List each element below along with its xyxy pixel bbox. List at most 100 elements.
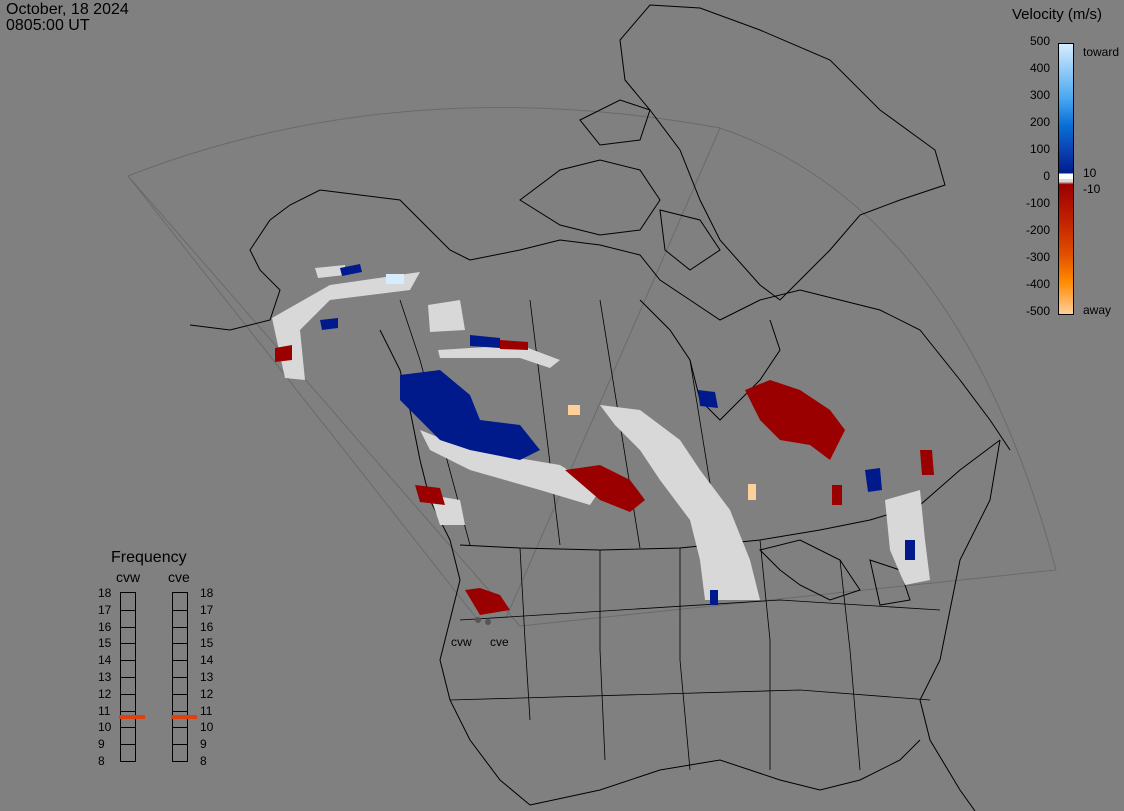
away-velocity-patch [565, 465, 645, 512]
frequency-gauge-division [173, 609, 187, 611]
frequency-scale-label: 15 [98, 636, 112, 651]
frequency-radar-label: cve [168, 569, 190, 585]
frequency-gauge-division [173, 693, 187, 695]
frequency-gauge-division [121, 693, 135, 695]
site-label-cvw: cvw [451, 635, 472, 649]
away-velocity-patch [465, 588, 510, 615]
frequency-scale-label: 17 [98, 602, 112, 617]
velocity-tick-label: 500 [1029, 34, 1050, 48]
frequency-scale-label: 12 [200, 686, 214, 701]
velocity-tick-label: 400 [1029, 61, 1050, 75]
frequency-scale-label: 13 [98, 670, 112, 684]
toward-velocity-patch [470, 335, 500, 348]
toward-velocity-patch [710, 590, 718, 605]
velocity-tick-label: 0 [1043, 169, 1050, 183]
frequency-gauge-division [173, 727, 187, 729]
frequency-gauge-division [173, 643, 187, 645]
arctic-islands [519, 99, 721, 271]
radar-site-cve [485, 619, 491, 625]
velocity-tick-label: 100 [1029, 142, 1050, 156]
frequency-scale-label: 12 [98, 686, 112, 701]
ground-scatter-band [272, 272, 420, 380]
away-velocity-patch [500, 340, 528, 350]
frequency-scale-label: 15 [200, 636, 214, 651]
ground-scatter-band [315, 265, 345, 278]
toward-velocity-patch [905, 540, 915, 560]
frequency-radar-label: cvw [116, 569, 141, 585]
toward-velocity-patch [340, 264, 362, 276]
frequency-scale-label: 13 [200, 670, 214, 684]
away-label: away [1083, 303, 1112, 317]
velocity-colorbar [1058, 43, 1074, 315]
away-velocity-patch [745, 380, 845, 460]
frequency-marker-cve [171, 715, 197, 720]
frequency-scale-label: 11 [98, 703, 111, 718]
frequency-scale-label: 10 [200, 720, 214, 735]
frequency-gauge-division [121, 744, 135, 746]
frequency-gauge-cve [171, 592, 197, 762]
frequency-gauge-division [173, 677, 187, 678]
velocity-tick-label: -500 [1025, 304, 1050, 318]
alaska-coast [189, 189, 471, 331]
frequency-gauge-division [121, 660, 135, 662]
time-label: 0805:00 UT [6, 17, 90, 34]
away-velocity-patch [568, 405, 580, 415]
great-lakes [759, 539, 911, 606]
canada-province-lines [399, 299, 721, 549]
frequency-gauge-division [121, 643, 135, 645]
velocity-legend-title: Velocity (m/s) [1012, 6, 1103, 23]
frequency-gauge-division [173, 744, 187, 746]
site-label-cve: cve [490, 635, 509, 649]
toward-velocity-patch [386, 274, 404, 284]
frequency-scale-label: 11 [200, 703, 213, 718]
fov-beam-line [127, 175, 479, 621]
away-velocity-patch [275, 345, 292, 362]
frequency-scale-label: 8 [200, 754, 207, 768]
frequency-gauge-division [121, 710, 135, 712]
frequency-scale-label: 14 [200, 653, 214, 668]
frequency-gauge-division [121, 727, 135, 729]
toward-label: toward [1083, 45, 1120, 59]
frequency-scale-label: 17 [200, 602, 214, 617]
ground-scatter-band [600, 405, 760, 600]
frequency-gauge-division [121, 626, 135, 628]
fov-outline [127, 106, 1057, 627]
toward-velocity-patch [865, 468, 882, 492]
frequency-gauge-division [121, 677, 135, 678]
gulf-coast [529, 739, 921, 806]
frequency-gauge-cvw [119, 592, 145, 762]
away-velocity-patch [748, 484, 756, 500]
us-canada-border [459, 439, 1001, 551]
toward-velocity-patch [400, 370, 540, 460]
frequency-scale-label: 16 [98, 619, 112, 634]
inner-tick-positive: 10 [1083, 166, 1097, 180]
hudson-bay-coast [639, 299, 781, 421]
frequency-scale-label: 9 [200, 737, 207, 752]
atlantic-coast [919, 439, 1001, 811]
us-state-lines [449, 539, 941, 771]
fov-beam-line [505, 127, 721, 619]
frequency-scale-label: 16 [200, 619, 214, 634]
frequency-marker-cvw [119, 715, 145, 720]
velocity-tick-label: -300 [1025, 250, 1050, 264]
velocity-tick-label: -100 [1025, 196, 1050, 210]
away-velocity-patch [415, 485, 445, 505]
greenland-coast [619, 4, 946, 301]
ground-scatter-band [885, 490, 930, 585]
frequency-gauge-division [173, 626, 187, 628]
toward-velocity-patch [320, 318, 338, 330]
ground-scatter-band [438, 345, 560, 368]
toward-velocity-patch [698, 390, 718, 408]
velocity-tick-label: 200 [1029, 115, 1050, 129]
frequency-scale-label: 18 [200, 586, 214, 600]
canada-arctic-coast [469, 239, 1011, 451]
frequency-scale-label: 9 [98, 737, 105, 752]
away-velocity-patch [920, 450, 934, 475]
frequency-scale-label: 14 [98, 653, 112, 668]
frequency-scale-label: 18 [98, 586, 112, 600]
frequency-gauge-division [173, 710, 187, 712]
velocity-tick-label: -200 [1025, 223, 1050, 237]
ground-scatter-band [428, 300, 465, 332]
frequency-scale-label: 10 [98, 720, 112, 735]
